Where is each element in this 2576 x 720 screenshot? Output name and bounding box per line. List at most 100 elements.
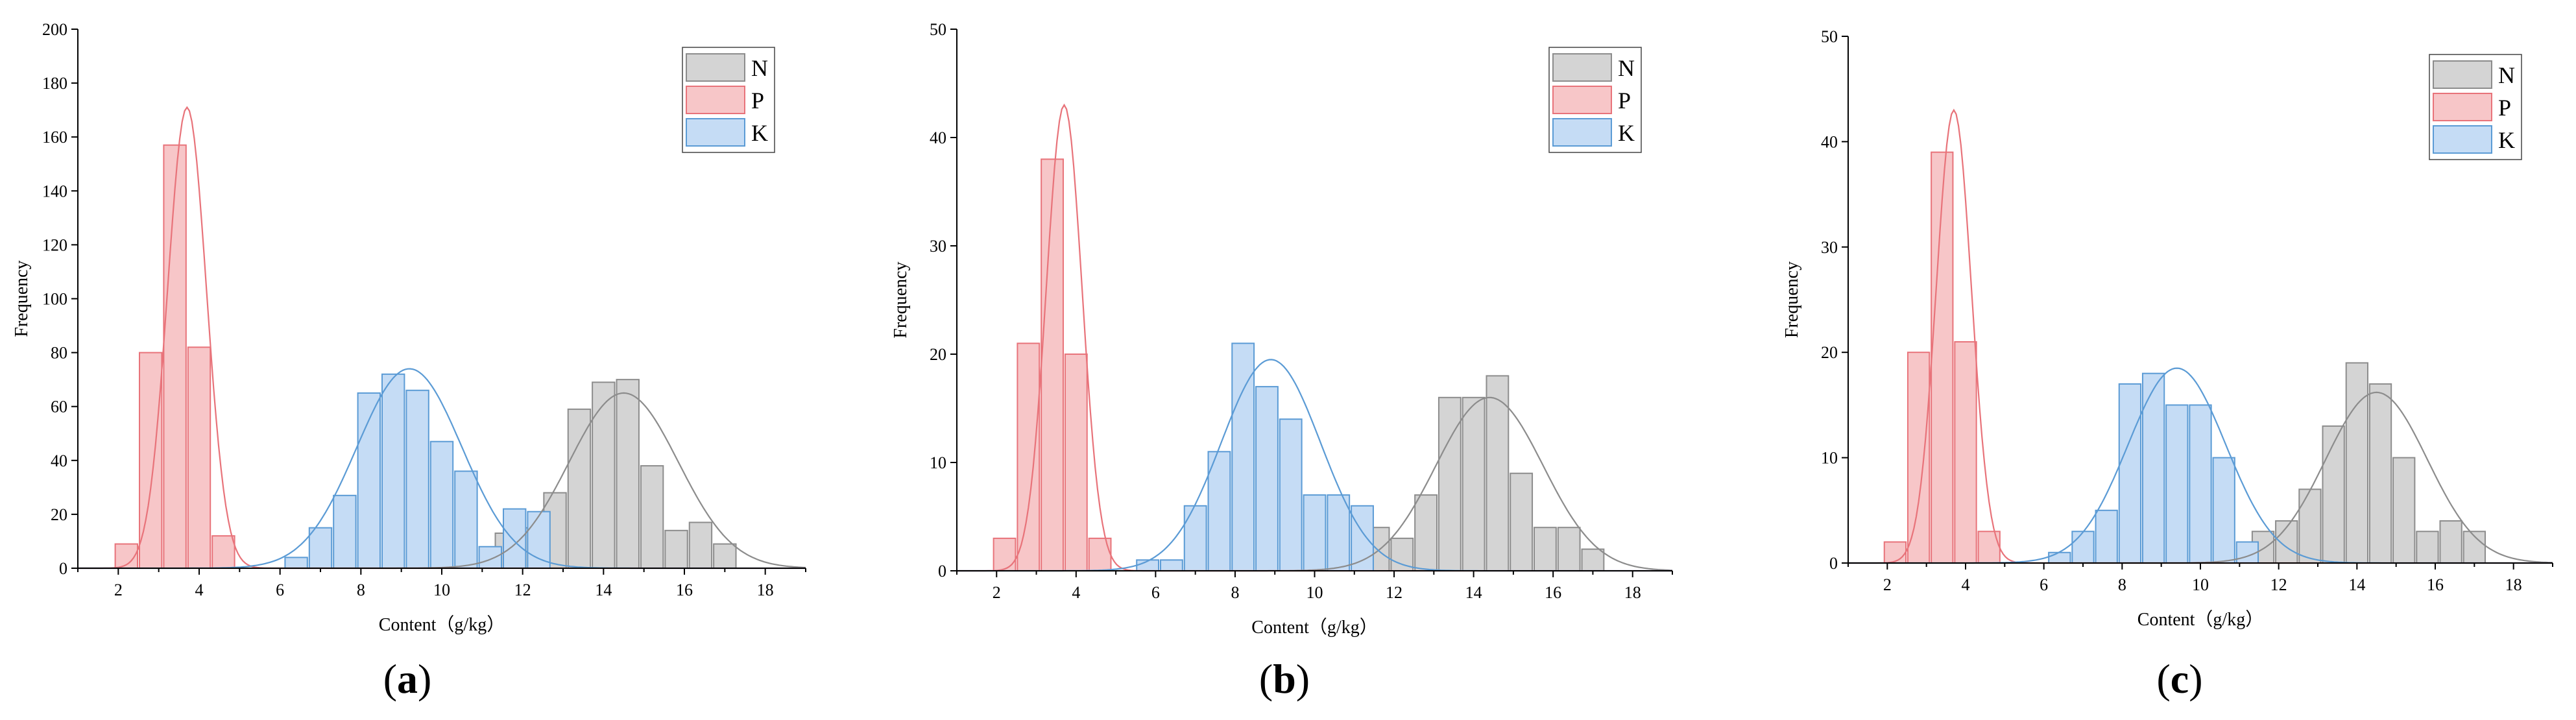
bar-k-5 <box>2165 404 2189 564</box>
legend-label-k: K <box>1618 120 1635 146</box>
y-axis-title: Frequency <box>1782 261 1802 338</box>
bar-n-8 <box>1557 527 1581 572</box>
bar-n-3 <box>567 408 592 569</box>
y-tick-label: 80 <box>51 344 67 363</box>
bar-n-4 <box>592 381 616 569</box>
x-tick-label: 14 <box>595 581 612 599</box>
x-tick-label: 2 <box>1883 575 1892 594</box>
panel-caption: (a) <box>383 656 432 702</box>
x-tick-label: 12 <box>2270 575 2287 594</box>
panel-caption: (c) <box>2156 656 2202 702</box>
y-tick-label: 50 <box>1821 27 1838 46</box>
histogram-panel-b: 0 10 20 30 40 50 2 4 6 8 10 12 14 16 18 Content（g/kg） Fr… <box>891 20 1673 702</box>
bar-n-8 <box>688 522 713 569</box>
bar-p-2 <box>1931 151 1954 564</box>
bar-k-8 <box>2235 541 2259 564</box>
x-tick-label: 8 <box>357 581 365 599</box>
x-tick-label: 16 <box>1545 583 1561 602</box>
histogram-panel-c: 0 10 20 30 40 50 2 4 6 8 10 12 14 16 18 Content（g/kg） Fr… <box>1782 27 2553 702</box>
bar-n-6 <box>2392 457 2416 564</box>
y-axis-title: Frequency <box>891 261 911 338</box>
y-tick-label: 30 <box>1821 238 1838 257</box>
bar-k-7 <box>2212 457 2235 564</box>
bar-n-9 <box>1581 548 1605 571</box>
bar-p-2 <box>163 144 187 570</box>
x-tick-label: 6 <box>2040 575 2048 594</box>
bar-k-7 <box>1303 494 1327 571</box>
panel-caption: (b) <box>1259 656 1310 702</box>
x-tick-label: 8 <box>1231 583 1239 602</box>
legend-label-p: P <box>1618 88 1631 114</box>
bar-n-9 <box>713 543 737 569</box>
bar-k-2 <box>1183 505 1207 571</box>
x-tick-label: 10 <box>1306 583 1323 602</box>
y-tick-label: 140 <box>42 182 67 200</box>
x-axis-title: Content（g/kg） <box>2137 609 2263 630</box>
bar-k-3 <box>2118 383 2142 564</box>
bar-n-3 <box>2322 425 2345 564</box>
bar-n-4 <box>1462 396 1486 571</box>
bar-p-2 <box>1041 158 1064 571</box>
bar-n-5 <box>616 379 640 570</box>
y-tick-label: 50 <box>930 20 946 39</box>
y-tick-label: 0 <box>59 559 67 578</box>
x-tick-label: 12 <box>1386 583 1402 602</box>
bar-n-6 <box>1510 472 1534 572</box>
bar-k-4 <box>1231 342 1255 571</box>
bar-p-4 <box>1088 537 1112 572</box>
bar-n-7 <box>1533 527 1557 572</box>
y-tick-label: 180 <box>42 74 67 93</box>
bar-k-9 <box>502 508 527 570</box>
bar-n-5 <box>1486 375 1510 572</box>
x-tick-label: 18 <box>2505 575 2522 594</box>
x-tick-label: 10 <box>433 581 450 599</box>
x-tick-label: 2 <box>993 583 1001 602</box>
bar-k-1 <box>1159 559 1183 571</box>
y-tick-label: 60 <box>51 398 67 416</box>
legend-label-p: P <box>751 88 764 114</box>
bar-p-4 <box>1977 531 2001 564</box>
legend-swatch-n <box>686 53 745 82</box>
x-tick-label: 12 <box>514 581 531 599</box>
bar-k-10 <box>527 510 551 569</box>
bar-p-1 <box>1907 352 1931 564</box>
bar-k-6 <box>429 440 454 570</box>
bar-n-3 <box>1438 396 1462 571</box>
bar-n-4 <box>2345 362 2368 564</box>
legend-swatch-p <box>1552 86 1612 114</box>
y-tick-label: 0 <box>938 562 946 581</box>
x-tick-label: 4 <box>1962 575 1970 594</box>
y-tick-label: 40 <box>51 451 67 470</box>
y-tick-label: 20 <box>1821 343 1838 362</box>
legend-label-k: K <box>2498 127 2515 153</box>
legend-label-n: N <box>2498 62 2515 88</box>
legend-swatch-n <box>1552 53 1612 82</box>
bar-p-1 <box>1017 342 1041 571</box>
x-tick-label: 10 <box>2192 575 2209 594</box>
legend-label-k: K <box>751 120 768 146</box>
legend-swatch-p <box>2433 93 2492 121</box>
y-tick-label: 40 <box>1821 132 1838 151</box>
bar-k-1 <box>2071 531 2095 564</box>
bar-p-3 <box>187 346 211 569</box>
bar-p-3 <box>1064 354 1088 571</box>
x-tick-label: 8 <box>2118 575 2126 594</box>
y-axis-title: Frequency <box>12 260 32 337</box>
histogram-panel-a: 0 20 40 60 80 100 120 140 160 180 200 2 4 6 8 10 12 14 16 1… <box>12 20 806 702</box>
bar-k-2 <box>333 494 357 569</box>
bar-k-4 <box>2141 372 2165 564</box>
y-tick-label: 120 <box>42 235 67 254</box>
legend-swatch-k <box>1552 118 1612 147</box>
bar-n-2 <box>2298 488 2322 564</box>
x-axis-title: Content（g/kg） <box>379 614 505 635</box>
x-axis-title: Content（g/kg） <box>1251 617 1377 638</box>
x-tick-label: 4 <box>1072 583 1080 602</box>
bar-k-3 <box>1207 451 1231 571</box>
legend-label-n: N <box>1618 55 1635 81</box>
y-tick-label: 0 <box>1829 554 1838 573</box>
bar-k-1 <box>308 527 333 569</box>
x-tick-label: 6 <box>276 581 284 599</box>
x-tick-label: 18 <box>1624 583 1641 602</box>
bar-k-3 <box>357 392 381 569</box>
